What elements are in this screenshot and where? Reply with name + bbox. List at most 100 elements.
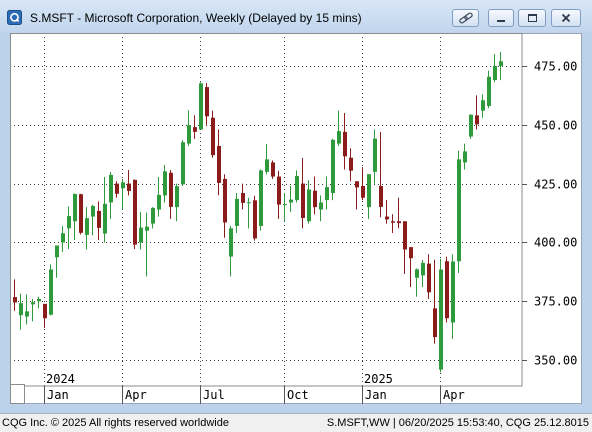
candle-body — [163, 171, 167, 196]
candle — [421, 260, 425, 288]
candle-body — [241, 193, 245, 203]
candle-body — [361, 185, 365, 198]
candle — [499, 51, 503, 81]
candle-body — [175, 186, 179, 208]
candle-body — [13, 297, 17, 303]
candle — [85, 207, 89, 250]
candle-body — [271, 162, 275, 177]
candle — [313, 176, 317, 215]
candle — [253, 195, 257, 241]
candle-body — [337, 131, 341, 144]
candle — [307, 180, 311, 224]
candle — [25, 294, 29, 325]
chart-frame — [10, 33, 582, 404]
candle-body — [157, 194, 161, 210]
year-label: 2024 — [46, 372, 75, 386]
candle — [31, 298, 35, 322]
candle — [433, 259, 437, 344]
candle-body — [355, 181, 359, 188]
x-axis[interactable]: Jan Apr Jul Oct Jan Apr 2024 2025 — [44, 372, 465, 404]
price-chart[interactable]: 475.00 450.00 425.00 400.00 375.00 350.00 Jan… — [10, 33, 582, 404]
candle-body — [145, 226, 149, 231]
candle — [295, 170, 299, 203]
candle-body — [373, 138, 377, 172]
candle-body — [325, 187, 329, 201]
y-tick-label: 400.00 — [534, 236, 577, 250]
candle-body — [457, 159, 461, 262]
cqg-logo-icon — [7, 10, 22, 25]
candle — [427, 254, 431, 299]
close-icon — [561, 13, 571, 23]
candle-body — [283, 204, 287, 206]
candle-body — [49, 269, 53, 315]
title-bar[interactable]: S.MSFT - Microsoft Corporation, Weekly (… — [0, 0, 592, 33]
candle — [409, 247, 413, 288]
candle — [193, 115, 197, 139]
candle — [121, 178, 125, 210]
candle — [37, 296, 41, 309]
candle-body — [469, 114, 473, 137]
candle-body — [277, 176, 281, 205]
candle-body — [199, 83, 203, 130]
candle — [391, 214, 395, 234]
candle-body — [301, 183, 305, 218]
candle-body — [55, 245, 59, 258]
candle — [145, 212, 149, 277]
candle-body — [343, 131, 347, 157]
maximize-button[interactable] — [518, 9, 546, 27]
link-button[interactable] — [452, 9, 479, 27]
candle-body — [127, 183, 131, 191]
candle — [163, 165, 167, 203]
candle — [337, 110, 341, 146]
candle — [103, 177, 107, 243]
candle-body — [397, 221, 401, 224]
y-axis[interactable]: 475.00 450.00 425.00 400.00 375.00 350.00 — [522, 60, 577, 368]
candle-body — [391, 221, 395, 223]
candles — [13, 51, 503, 373]
candle-body — [211, 117, 215, 156]
candle-body — [217, 145, 221, 183]
candle-body — [331, 139, 335, 194]
candle — [361, 167, 365, 201]
candle-body — [409, 247, 413, 259]
candle — [169, 169, 173, 219]
grid — [10, 33, 522, 386]
candle — [331, 138, 335, 201]
candle-body — [151, 207, 155, 224]
candle — [373, 129, 377, 184]
y-tick-label: 475.00 — [534, 60, 577, 74]
candle — [265, 144, 269, 175]
candle-body — [253, 200, 257, 239]
candle — [175, 183, 179, 222]
candle-body — [223, 178, 227, 223]
candle-body — [103, 203, 107, 234]
candle-body — [415, 269, 419, 278]
candle-body — [487, 76, 491, 106]
candle — [49, 264, 53, 316]
candle — [109, 172, 113, 219]
close-button[interactable] — [551, 9, 581, 27]
candle-body — [91, 205, 95, 217]
candle-body — [481, 100, 485, 111]
candle-body — [379, 185, 383, 207]
candle — [43, 303, 47, 328]
maximize-icon — [527, 13, 538, 23]
copyright-text: CQG Inc. © 2025 All rights reserved worl… — [2, 417, 229, 429]
candle — [229, 225, 233, 277]
candle-body — [37, 298, 41, 302]
window-title: S.MSFT - Microsoft Corporation, Weekly (… — [30, 11, 362, 25]
candle — [349, 148, 353, 182]
candle-body — [265, 159, 269, 172]
candle-body — [433, 308, 437, 338]
candle — [271, 160, 275, 179]
candle — [301, 157, 305, 229]
corner-box[interactable] — [10, 384, 25, 404]
candle-body — [475, 115, 479, 125]
chart-panel[interactable]: 475.00 450.00 425.00 400.00 375.00 350.00 Jan… — [10, 33, 582, 404]
minimize-button[interactable] — [488, 9, 514, 27]
candle-body — [463, 151, 467, 163]
y-tick-label: 450.00 — [534, 119, 577, 133]
status-info: S.MSFT,WW | 06/20/2025 15:53:40, CQG 25.… — [326, 417, 589, 429]
candle — [139, 211, 143, 250]
candle-body — [385, 216, 389, 220]
